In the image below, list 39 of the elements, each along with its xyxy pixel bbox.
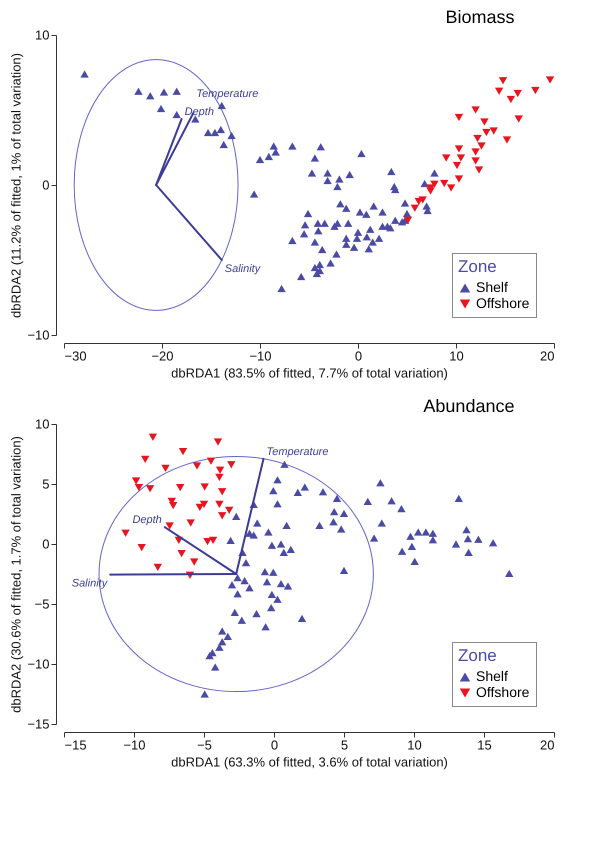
x-tick-label: 20 bbox=[540, 738, 554, 752]
x-tick-label: −20 bbox=[151, 348, 174, 364]
series-label: Salinity bbox=[224, 263, 262, 275]
y-tick-label: −15 bbox=[27, 716, 50, 732]
x-axis-title: dbRDA1 (83.5% of fitted, 7.7% of total variation) bbox=[171, 366, 448, 380]
x-tick-label: 15 bbox=[477, 738, 492, 752]
x-tick-label: −10 bbox=[249, 348, 272, 364]
y-tick-label: 0 bbox=[42, 536, 50, 552]
x-tick-label: 20 bbox=[540, 348, 554, 364]
y-tick-label: −5 bbox=[34, 596, 50, 612]
x-tick-label: 10 bbox=[407, 738, 422, 752]
x-tick-label: 0 bbox=[270, 738, 278, 752]
x-axis-title: dbRDA1 (63.3% of fitted, 3.6% of total variation) bbox=[171, 754, 448, 770]
y-tick-label: 10 bbox=[35, 28, 50, 42]
y-tick-label: −10 bbox=[27, 656, 50, 672]
y-tick-label: 0 bbox=[42, 178, 50, 192]
chart-title: Biomass bbox=[445, 7, 514, 27]
legend-title: Zone bbox=[458, 257, 497, 276]
x-tick-label: 10 bbox=[449, 348, 464, 364]
y-tick-label: 10 bbox=[35, 416, 50, 432]
legend-label: Shelf bbox=[476, 279, 508, 295]
series-label: Depth bbox=[132, 514, 162, 526]
series-label: Depth bbox=[184, 106, 214, 118]
x-tick-label: 0 bbox=[354, 348, 362, 364]
x-tick-label: −15 bbox=[64, 738, 87, 752]
y-tick-label: 5 bbox=[42, 476, 50, 492]
legend-label: Offshore bbox=[476, 684, 530, 700]
x-tick-label: −10 bbox=[123, 738, 146, 752]
legend-label: Offshore bbox=[476, 295, 530, 311]
x-tick-label: −30 bbox=[64, 348, 87, 364]
series-label: Temperature bbox=[266, 446, 328, 458]
y-axis-title: dbRDA2 (11.2% of fitted, 1% of total variation) bbox=[8, 53, 24, 318]
y-tick-label: −10 bbox=[27, 328, 50, 342]
legend-title: Zone bbox=[458, 646, 497, 665]
x-tick-label: −5 bbox=[197, 738, 212, 752]
chart-title: Abundance bbox=[423, 396, 514, 416]
x-tick-label: 5 bbox=[340, 738, 348, 752]
y-axis-title: dbRDA2 (30.6% of fitted, 1.7% of total variation) bbox=[8, 436, 24, 713]
legend-label: Shelf bbox=[476, 668, 508, 684]
